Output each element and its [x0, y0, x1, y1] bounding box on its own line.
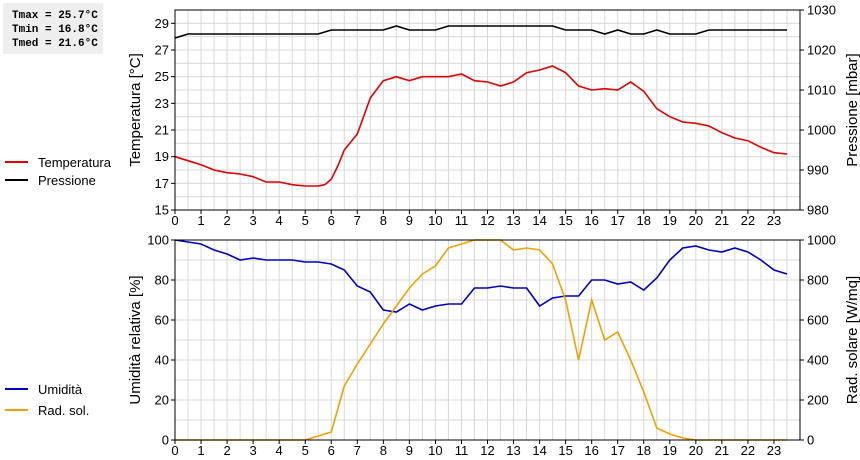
x-tick-label: 11 — [455, 213, 469, 228]
x-tick-label: 23 — [767, 443, 781, 458]
x-tick-label: 8 — [380, 213, 387, 228]
x-tick-label: 12 — [480, 213, 494, 228]
y-left-axis-title: Umidità relativa [%] — [127, 275, 144, 404]
x-tick-label: 20 — [689, 443, 703, 458]
x-tick-label: 10 — [428, 213, 442, 228]
y-left-tick-label: 29 — [155, 16, 169, 31]
x-tick-label: 8 — [380, 443, 387, 458]
y-left-axis-title: Temperatura [°C] — [127, 53, 144, 167]
x-tick-label: 10 — [428, 443, 442, 458]
y-right-tick-label: 980 — [807, 203, 829, 218]
x-tick-label: 14 — [532, 213, 546, 228]
series-line — [174, 65, 788, 187]
x-tick-label: 20 — [689, 213, 703, 228]
x-tick-label: 12 — [480, 443, 494, 458]
y-left-tick-label: 0 — [162, 433, 169, 448]
x-tick-label: 1 — [197, 443, 204, 458]
y-right-tick-label: 800 — [807, 273, 829, 288]
x-tick-label: 3 — [250, 213, 257, 228]
tmin-label: Tmin = 16.8°C — [12, 24, 98, 36]
x-tick-label: 21 — [715, 443, 729, 458]
legend-label: Umidità — [38, 382, 83, 397]
y-left-tick-label: 17 — [155, 176, 169, 191]
x-tick-label: 19 — [663, 213, 677, 228]
x-tick-label: 4 — [276, 213, 283, 228]
y-right-tick-label: 1000 — [807, 123, 836, 138]
x-tick-label: 3 — [250, 443, 257, 458]
x-tick-label: 2 — [223, 443, 230, 458]
y-left-tick-label: 21 — [155, 123, 169, 138]
y-right-tick-label: 600 — [807, 313, 829, 328]
x-tick-label: 9 — [406, 443, 413, 458]
x-tick-label: 17 — [610, 213, 624, 228]
y-left-tick-label: 15 — [155, 203, 169, 218]
x-tick-label: 13 — [506, 213, 520, 228]
y-left-tick-label: 60 — [155, 313, 169, 328]
legend-label: Temperatura — [38, 155, 112, 170]
x-tick-label: 16 — [584, 213, 598, 228]
y-left-tick-label: 100 — [147, 233, 169, 248]
y-left-tick-label: 19 — [155, 149, 169, 164]
tmed-label: Tmed = 21.6°C — [12, 38, 98, 50]
y-left-tick-label: 23 — [155, 96, 169, 111]
legend-label: Pressione — [38, 173, 96, 188]
x-tick-label: 15 — [558, 213, 572, 228]
x-tick-label: 11 — [455, 443, 469, 458]
y-right-axis-title: Rad. solare [W/mq] — [844, 276, 860, 404]
tmax-label: Tmax = 25.7°C — [12, 10, 98, 22]
y-right-tick-label: 0 — [807, 433, 814, 448]
x-tick-label: 16 — [584, 443, 598, 458]
x-tick-label: 21 — [715, 213, 729, 228]
y-right-tick-label: 1010 — [807, 83, 836, 98]
x-tick-label: 0 — [171, 443, 178, 458]
x-tick-label: 14 — [532, 443, 546, 458]
y-right-tick-label: 400 — [807, 353, 829, 368]
y-right-tick-label: 1020 — [807, 43, 836, 58]
x-tick-label: 17 — [610, 443, 624, 458]
series-line — [174, 239, 788, 313]
y-left-tick-label: 27 — [155, 43, 169, 58]
y-right-tick-label: 1030 — [807, 3, 836, 18]
y-left-tick-label: 80 — [155, 273, 169, 288]
x-tick-label: 6 — [328, 213, 335, 228]
x-tick-label: 4 — [276, 443, 283, 458]
legend-label: Rad. sol. — [38, 403, 89, 418]
x-tick-label: 19 — [663, 443, 677, 458]
x-tick-label: 6 — [328, 443, 335, 458]
x-tick-label: 23 — [767, 213, 781, 228]
y-right-axis-title: Pressione [mbar] — [844, 53, 860, 166]
x-tick-label: 18 — [637, 443, 651, 458]
y-left-tick-label: 25 — [155, 69, 169, 84]
y-right-tick-label: 1000 — [807, 233, 836, 248]
x-tick-label: 15 — [558, 443, 572, 458]
x-tick-label: 2 — [223, 213, 230, 228]
x-tick-label: 7 — [354, 443, 361, 458]
x-tick-label: 5 — [302, 213, 309, 228]
y-left-tick-label: 40 — [155, 353, 169, 368]
y-right-tick-label: 990 — [807, 163, 829, 178]
x-tick-label: 1 — [197, 213, 204, 228]
x-tick-label: 22 — [741, 443, 755, 458]
x-tick-label: 22 — [741, 213, 755, 228]
x-tick-label: 13 — [506, 443, 520, 458]
x-tick-label: 9 — [406, 213, 413, 228]
stats-box: Tmax = 25.7°C Tmin = 16.8°C Tmed = 21.6°… — [3, 3, 103, 54]
y-right-tick-label: 200 — [807, 393, 829, 408]
x-tick-label: 5 — [302, 443, 309, 458]
x-tick-label: 7 — [354, 213, 361, 228]
y-left-tick-label: 20 — [155, 393, 169, 408]
x-tick-label: 0 — [171, 213, 178, 228]
x-tick-label: 18 — [637, 213, 651, 228]
series-line — [174, 25, 787, 39]
